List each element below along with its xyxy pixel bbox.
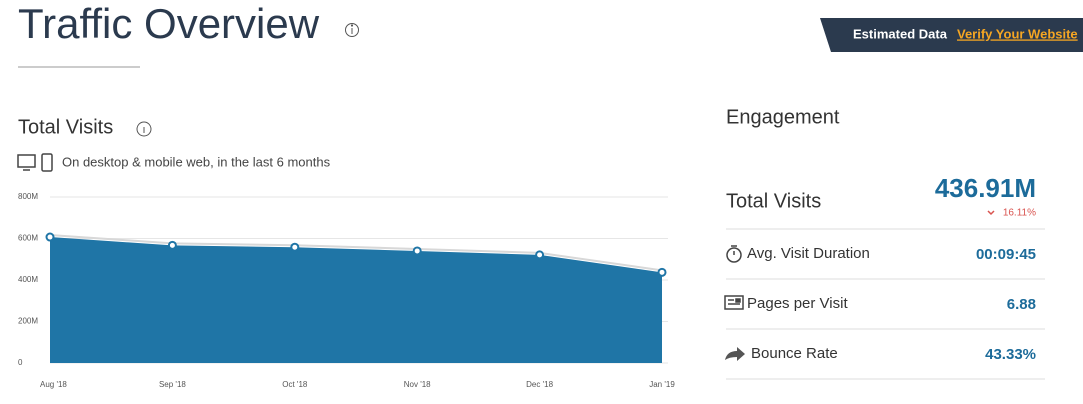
verify-link[interactable]: Verify Your Website <box>957 26 1078 41</box>
badge-bg <box>820 18 1083 52</box>
point <box>535 250 545 260</box>
metric-value: 00:09:45 <box>976 246 1036 263</box>
point <box>412 246 422 256</box>
y-tick-label: 400M <box>18 275 38 284</box>
metric-value: 436.91M <box>935 173 1036 203</box>
y-tick-label: 0 <box>18 358 23 367</box>
chart-title: Total Visits <box>18 116 113 138</box>
point <box>167 240 177 250</box>
metric-value: 43.33% <box>985 346 1036 363</box>
info-icon[interactable] <box>136 121 152 137</box>
device-icons <box>17 153 53 172</box>
engagement-title: Engagement <box>726 106 840 128</box>
page-title: Traffic Overview <box>18 0 320 47</box>
info-icon[interactable] <box>345 23 359 37</box>
chart-subtitle: On desktop & mobile web, in the last 6 m… <box>62 154 331 169</box>
down-arrow <box>987 210 995 216</box>
separators <box>726 228 1045 380</box>
metric-change: 16.11% <box>1003 208 1036 219</box>
point <box>657 267 667 277</box>
bounce-icon <box>725 347 745 361</box>
x-tick-label: Nov '18 <box>404 380 431 389</box>
metric-label: Avg. Visit Duration <box>747 245 870 262</box>
area <box>50 237 662 363</box>
x-tick-label: Aug '18 <box>40 380 67 389</box>
metric-label: Bounce Rate <box>751 345 838 362</box>
x-tick-label: Sep '18 <box>159 380 186 389</box>
point <box>290 242 300 252</box>
metric-label: Total Visits <box>726 190 821 212</box>
point <box>45 232 55 242</box>
x-tick-label: Dec '18 <box>526 380 553 389</box>
pages-icon <box>724 295 744 310</box>
y-tick-label: 600M <box>18 234 38 243</box>
metric-value: 6.88 <box>1007 296 1036 313</box>
metric-label: Pages per Visit <box>747 295 848 312</box>
clock-icon <box>726 245 742 263</box>
y-tick-label: 800M <box>18 192 38 201</box>
y-tick-label: 200M <box>18 317 38 326</box>
area-edge <box>49 234 663 272</box>
x-tick-label: Oct '18 <box>282 380 308 389</box>
badge: Estimated Data <box>853 26 948 41</box>
x-tick-label: Jan '19 <box>649 380 675 389</box>
